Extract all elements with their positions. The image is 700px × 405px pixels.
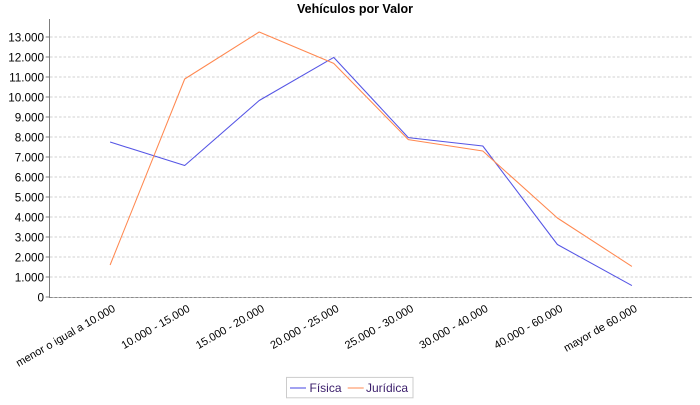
svg-text:10.000: 10.000	[8, 92, 44, 105]
svg-text:3.000: 3.000	[15, 232, 45, 245]
svg-text:8.000: 8.000	[15, 132, 45, 145]
svg-text:5.000: 5.000	[15, 192, 45, 205]
svg-text:12.000: 12.000	[8, 52, 44, 65]
svg-text:11.000: 11.000	[9, 72, 44, 85]
svg-text:Jurídica: Jurídica	[366, 381, 408, 395]
svg-text:2.000: 2.000	[15, 252, 45, 265]
svg-text:Vehículos por Valor: Vehículos por Valor	[297, 2, 413, 16]
svg-text:1.000: 1.000	[15, 272, 45, 285]
svg-text:7.000: 7.000	[15, 152, 45, 165]
svg-text:9.000: 9.000	[15, 112, 45, 125]
svg-text:0: 0	[37, 292, 44, 305]
svg-text:6.000: 6.000	[15, 172, 45, 185]
svg-text:13.000: 13.000	[8, 32, 44, 45]
svg-text:Física: Física	[310, 381, 342, 395]
svg-text:4.000: 4.000	[15, 212, 45, 225]
